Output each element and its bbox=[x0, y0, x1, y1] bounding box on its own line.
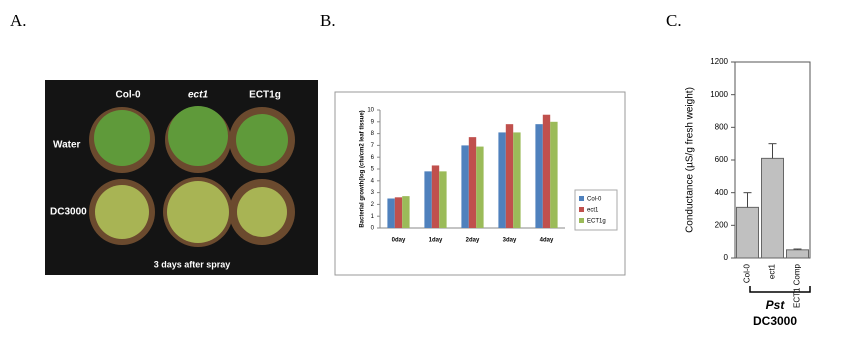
y-axis-label: Bacterial growth(log (cfu/cm2 leaf tissu… bbox=[360, 110, 366, 227]
legend-label: ect1 bbox=[587, 208, 599, 214]
bar bbox=[513, 132, 521, 228]
photo: Col-0 ect1 ECT1g Water DC3000 3 days aft… bbox=[45, 80, 318, 275]
bar bbox=[439, 171, 447, 228]
y-tick-label: 1000 bbox=[710, 90, 728, 99]
bar bbox=[786, 249, 809, 259]
bar bbox=[736, 206, 759, 259]
bar bbox=[476, 146, 484, 228]
bar bbox=[402, 196, 410, 228]
panel-label: B. bbox=[320, 11, 336, 30]
column-label: Col-0 bbox=[116, 90, 141, 101]
bar bbox=[468, 137, 477, 228]
bar bbox=[424, 171, 432, 228]
bar bbox=[498, 132, 506, 228]
bar bbox=[550, 121, 558, 228]
bar bbox=[542, 114, 551, 228]
x-tick-label: 0day bbox=[392, 238, 406, 244]
x-tick-label: 4day bbox=[540, 238, 554, 244]
panel-label: C. bbox=[666, 11, 682, 30]
bracket bbox=[749, 286, 811, 293]
y-axis-label: Conductance (µS/g fresh weight) bbox=[685, 87, 696, 233]
y-tick-label: 3 bbox=[371, 190, 375, 196]
panel-label: A. bbox=[10, 11, 27, 30]
caption: 3 days after spray bbox=[154, 259, 231, 269]
y-tick-label: 2 bbox=[371, 202, 375, 208]
y-tick-label: 9 bbox=[371, 119, 375, 125]
y-tick-label: 7 bbox=[371, 143, 375, 149]
group-label: Pst bbox=[766, 298, 786, 312]
y-tick-label: 0 bbox=[371, 226, 375, 232]
y-tick-label: 1200 bbox=[710, 57, 728, 66]
bar bbox=[394, 197, 403, 228]
y-tick-label: 0 bbox=[724, 253, 729, 262]
bar bbox=[535, 124, 543, 228]
x-tick-label: 3day bbox=[503, 238, 517, 244]
x-tick-label: 2day bbox=[466, 238, 480, 244]
x-tick-label: Col-0 bbox=[743, 263, 752, 283]
bar bbox=[387, 198, 395, 228]
y-tick-label: 10 bbox=[367, 108, 374, 114]
row-label: DC3000 bbox=[50, 207, 87, 218]
y-tick-label: 4 bbox=[371, 178, 375, 184]
column-label: ECT1g bbox=[249, 90, 281, 101]
bar bbox=[431, 165, 440, 228]
legend-swatch bbox=[579, 196, 584, 201]
row-label: Water bbox=[53, 140, 81, 151]
bar bbox=[761, 157, 784, 259]
y-tick-label: 200 bbox=[715, 220, 729, 229]
y-tick-label: 8 bbox=[371, 131, 375, 137]
y-tick-label: 1 bbox=[371, 214, 375, 220]
legend-label: Col-0 bbox=[587, 197, 602, 203]
column-label: ect1 bbox=[188, 90, 208, 101]
y-tick-label: 400 bbox=[715, 188, 729, 197]
legend-label: ECT1g bbox=[587, 219, 606, 225]
y-tick-label: 6 bbox=[371, 155, 375, 161]
legend-swatch bbox=[579, 207, 584, 212]
x-tick-label: 1day bbox=[429, 238, 443, 244]
group-label: DC3000 bbox=[753, 314, 797, 328]
legend-swatch bbox=[579, 218, 584, 223]
bar bbox=[505, 124, 514, 228]
y-tick-label: 5 bbox=[371, 167, 375, 173]
y-tick-label: 600 bbox=[715, 155, 729, 164]
x-tick-label: ECT1 Comp bbox=[793, 263, 802, 308]
bar bbox=[461, 145, 469, 228]
x-tick-label: ect1 bbox=[768, 263, 777, 279]
y-tick-label: 800 bbox=[715, 122, 729, 131]
